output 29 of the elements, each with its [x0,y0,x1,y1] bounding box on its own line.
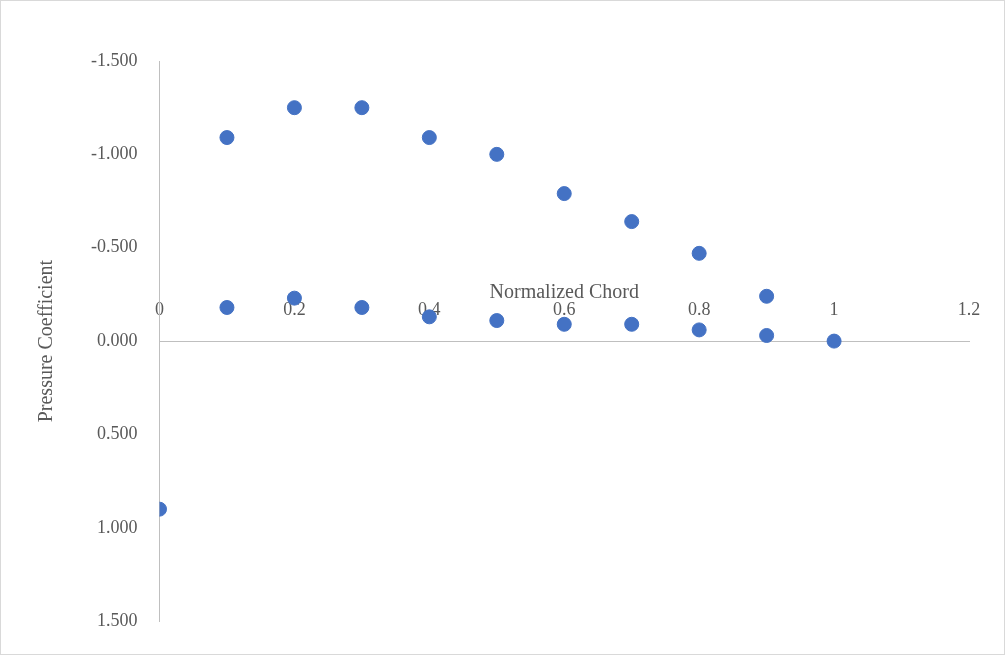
y-tick-label: -1.000 [90,143,138,164]
point [219,299,235,315]
point [759,288,775,304]
y-tick-label: 0.000 [96,329,138,350]
y-tick-label: -1.500 [90,49,138,70]
point [691,245,707,261]
x-tick-label: 1.2 [957,298,981,319]
point [286,100,302,116]
point [624,214,640,230]
point [624,316,640,332]
point [219,130,235,146]
x-tick-label: 0.8 [687,298,711,319]
point [489,146,505,162]
y-tick-label: -0.500 [90,236,138,257]
point [759,328,775,343]
point [556,186,572,202]
y-axis-title: Pressure Coefficient [34,259,57,423]
x-tick-label: 0.2 [283,298,306,319]
point [556,316,572,332]
y-tick-label: 0.500 [96,423,138,444]
x-tick-label: 1 [829,298,839,319]
y-tick-label: 1.000 [96,516,138,537]
point [691,322,707,338]
point [826,333,842,349]
point [354,100,370,116]
y-tick-label: 1.500 [96,609,138,630]
point [421,130,437,146]
point [489,313,505,329]
point [354,299,370,315]
